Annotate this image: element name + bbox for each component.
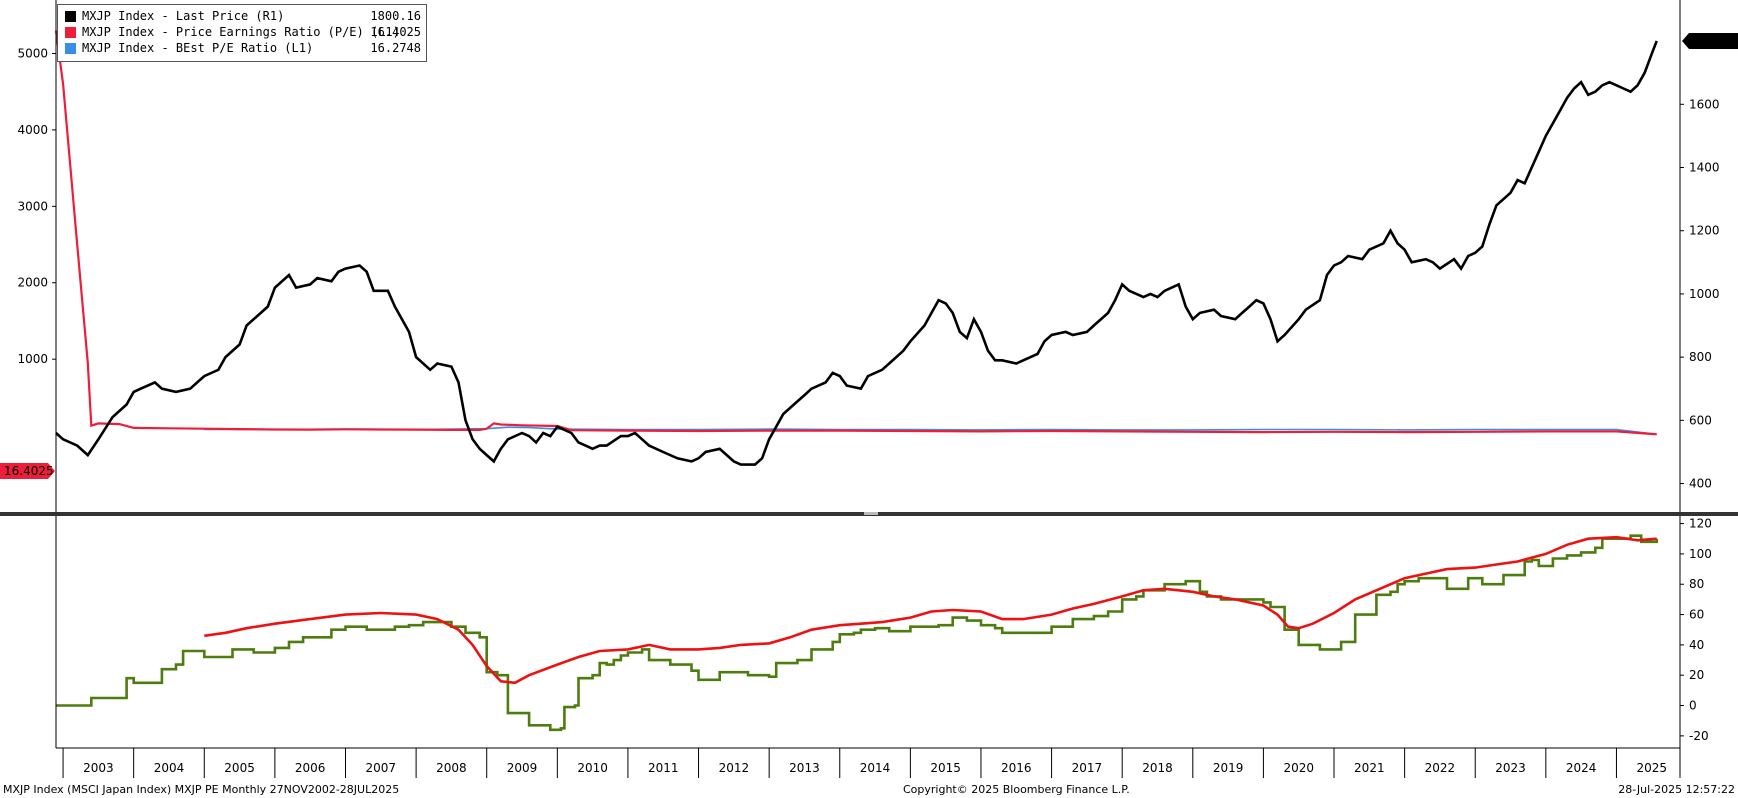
lower-tick-label: -20 [1689, 729, 1709, 743]
year-label: 2024 [1566, 761, 1597, 775]
legend-label: MXJP Index - Last Price (R1) [82, 9, 285, 23]
left-tick-label: 1000 [17, 352, 48, 366]
year-label: 2009 [507, 761, 538, 775]
year-label: 2014 [860, 761, 891, 775]
year-label: 2020 [1283, 761, 1314, 775]
divider-handle [864, 512, 878, 515]
lower-series-red-line [204, 535, 1657, 685]
legend-value: 1800.16 [370, 9, 421, 23]
lower-tick-label: 100 [1689, 547, 1712, 561]
year-label: 2019 [1213, 761, 1244, 775]
lower-tick-label: 0 [1689, 699, 1697, 713]
last-price-badge [1682, 33, 1738, 50]
lower-tick-label: 60 [1689, 608, 1704, 622]
lower-tick-label: 80 [1689, 577, 1704, 591]
year-label: 2025 [1636, 761, 1667, 775]
lower-series-green-line [56, 534, 1658, 732]
legend-box: MXJP Index - Last Price (R1) 1800.16 MXJ… [57, 4, 427, 62]
year-label: 2022 [1425, 761, 1456, 775]
right-tick-label: 1600 [1689, 97, 1720, 111]
pe-ratio-badge [0, 463, 55, 479]
right-tick-label: 600 [1689, 413, 1712, 427]
legend-entry-pe-ratio: MXJP Index - Price Earnings Ratio (P/E) … [65, 25, 421, 40]
year-label: 2013 [789, 761, 820, 775]
legend-swatch-red [65, 27, 76, 38]
left-tick-label: 3000 [17, 199, 48, 213]
year-label: 2008 [436, 761, 467, 775]
left-tick-label: 2000 [17, 276, 48, 290]
lower-tick-label: 120 [1689, 517, 1712, 531]
legend-label: MXJP Index - BEst P/E Ratio (L1) [82, 41, 314, 55]
footer-security-info: MXJP Index (MSCI Japan Index) MXJP PE Mo… [3, 783, 400, 796]
year-label: 2011 [648, 761, 679, 775]
legend-swatch-blue [65, 43, 76, 54]
year-label: 2018 [1142, 761, 1173, 775]
legend-value: 16.2748 [370, 41, 421, 55]
year-label: 2005 [224, 761, 255, 775]
lower-tick-label: 40 [1689, 638, 1704, 652]
last-price-badge-value: 1800.16 [1693, 34, 1738, 48]
year-label: 2017 [1072, 761, 1103, 775]
year-label: 2006 [295, 761, 326, 775]
legend-label: MXJP Index - Price Earnings Ratio (P/E) … [82, 25, 400, 39]
legend-value: 16.4025 [370, 25, 421, 39]
lower-tick-label: 20 [1689, 668, 1704, 682]
legend-entry-last-price: MXJP Index - Last Price (R1) 1800.16 [65, 9, 421, 24]
series-pe-ratio-line [54, 30, 1657, 436]
series-layer [54, 30, 1658, 732]
year-label: 2007 [366, 761, 397, 775]
year-label: 2004 [154, 761, 185, 775]
right-tick-label: 1400 [1689, 161, 1720, 175]
footer-timestamp: 28-Jul-2025 12:57:22 [1618, 783, 1735, 796]
year-label: 2016 [1001, 761, 1032, 775]
legend-swatch-black [65, 11, 76, 22]
pe-ratio-badge-value: 16.4025 [4, 464, 54, 478]
right-tick-label: 400 [1689, 477, 1712, 491]
year-label: 2015 [930, 761, 961, 775]
left-tick-label: 5000 [17, 46, 48, 60]
year-label: 2023 [1495, 761, 1526, 775]
axes-layer: 1000200030004000500040060080010001200140… [0, 0, 1738, 778]
year-label: 2003 [83, 761, 114, 775]
year-label: 2021 [1354, 761, 1385, 775]
year-label: 2010 [577, 761, 608, 775]
right-tick-label: 800 [1689, 350, 1712, 364]
left-tick-label: 4000 [17, 123, 48, 137]
year-label: 2012 [719, 761, 750, 775]
footer-copyright: Copyright© 2025 Bloomberg Finance L.P. [903, 783, 1130, 796]
right-tick-label: 1000 [1689, 287, 1720, 301]
right-tick-label: 1200 [1689, 224, 1720, 238]
series-last-price-line [55, 40, 1658, 466]
legend-entry-best-pe: MXJP Index - BEst P/E Ratio (L1) 16.2748 [65, 41, 421, 56]
